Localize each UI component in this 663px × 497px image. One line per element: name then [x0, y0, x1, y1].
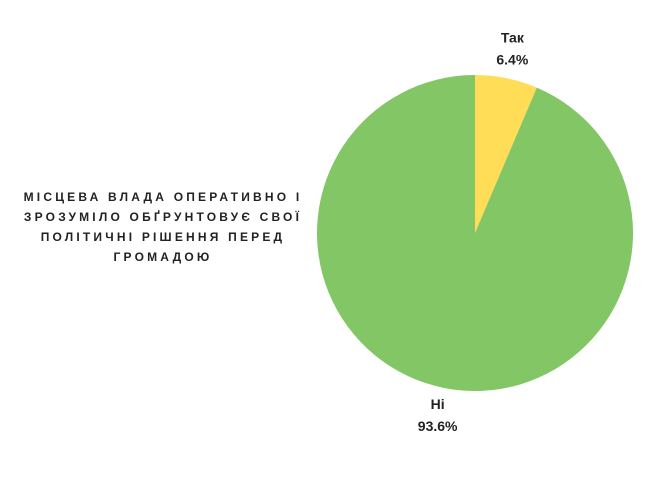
pie-slice: [317, 75, 633, 391]
slice-label: Так: [501, 29, 525, 45]
pie-slice: [475, 75, 537, 233]
value-label: 93.6%: [418, 418, 458, 434]
value-label: 6.4%: [496, 51, 528, 67]
chart-title: МІСЦЕВА ВЛАДА ОПЕРАТИВНО І ЗРОЗУМІЛО ОБҐ…: [23, 190, 303, 264]
slice-label: Ні: [431, 396, 445, 412]
